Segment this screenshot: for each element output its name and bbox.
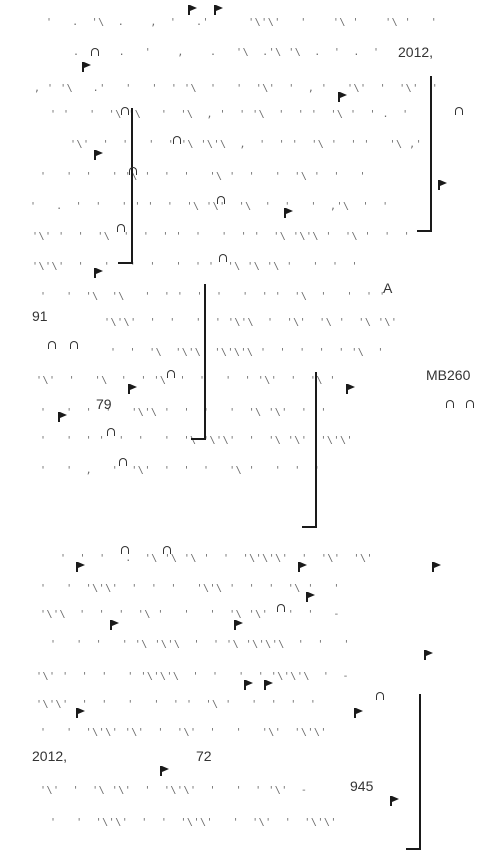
text-fragment-a: A <box>383 280 393 296</box>
flag-marker-icon <box>82 62 91 72</box>
noise-line: '\' ' ' '\ ' ' ' ' ' ' ' ' '\ '\'\ ' '\ … <box>32 231 411 242</box>
noise-line: ' . ' ' ' ' ' ' '\ '\' '\ ' ' ' ,'\ ' ' <box>30 201 389 212</box>
vertical-rule <box>131 108 133 264</box>
flag-marker-icon <box>160 766 169 776</box>
arch-glyph-icon <box>121 546 129 554</box>
noise-line: '\'\ ' ' ' '\ ' ' ' '\ '\' ' ' - <box>40 609 340 620</box>
noise-line: ' ' ' . '\ '\ '\ ' ' '\'\'\' ' '\' '\' <box>60 553 373 564</box>
flag-marker-icon <box>432 562 441 572</box>
flag-marker-icon <box>128 384 137 394</box>
noise-line: '\'\' ' ' ' ' ' ' '\ ' ' ' ' ' <box>36 699 317 710</box>
arch-glyph-icon <box>466 400 474 408</box>
noise-line: '\' ' ' ' ' '\ '\'\ , ' ' ' '\ ' ' ' '\ … <box>70 139 423 150</box>
noise-line: ' ' '\'\' ' ' '\'\' ' '\' ' '\'\' <box>50 817 337 828</box>
flag-marker-icon <box>94 150 103 160</box>
flag-marker-icon <box>188 5 197 15</box>
flag-marker-icon <box>264 680 273 690</box>
noise-line: ' ' ' ' '\ ' ' ' '\ ' ' ' '\ ' ' ' <box>40 171 367 182</box>
arch-glyph-icon <box>163 546 171 554</box>
arch-glyph-icon <box>121 107 129 115</box>
text-fragment-91: 91 <box>32 308 48 324</box>
arch-glyph-icon <box>48 341 56 349</box>
noise-line: . . ' , . '\ .'\ '\ . ' . ' <box>60 47 380 58</box>
arch-glyph-icon <box>277 604 285 612</box>
arch-glyph-icon <box>219 254 227 262</box>
flag-marker-icon <box>244 680 253 690</box>
flag-marker-icon <box>438 180 447 190</box>
flag-marker-icon <box>76 708 85 718</box>
noise-line: ' ' '\'\' '\' ' '\' ' ' '\' '\'\' <box>40 727 327 738</box>
vertical-rule <box>430 76 432 232</box>
flag-marker-icon <box>76 562 85 572</box>
text-fragment-945: 945 <box>350 778 374 794</box>
arch-glyph-icon <box>376 692 384 700</box>
flag-marker-icon <box>284 208 293 218</box>
flag-marker-icon <box>354 708 363 718</box>
arch-glyph-icon <box>107 428 115 436</box>
text-fragment-year-2: 2012, <box>32 748 68 764</box>
arch-glyph-icon <box>119 458 127 466</box>
arch-glyph-icon <box>173 136 181 144</box>
noise-line: '\'\' ' ' ' ' ' ' ' '\ '\ '\ ' ' ' ' <box>32 261 359 272</box>
arch-glyph-icon <box>455 107 463 115</box>
arch-glyph-icon <box>167 370 175 378</box>
noise-line: ' ' '\ '\ ' ' ' ' ' ' ' ' '\ ' ' ' ' <box>40 291 386 302</box>
flag-marker-icon <box>424 650 433 660</box>
flag-marker-icon <box>94 268 103 278</box>
noise-line: ' ' ' ' '\'\ ' ' ' ' '\ '\' ' ' <box>40 407 327 418</box>
flag-marker-icon <box>58 412 67 422</box>
vertical-rule-foot <box>406 848 421 850</box>
arch-glyph-icon <box>446 400 454 408</box>
vertical-rule <box>204 284 206 440</box>
vertical-rule <box>419 694 421 850</box>
arch-glyph-icon <box>217 196 225 204</box>
noise-line: ' ' ' ' ' ' ' '\ '\'\' ' '\ '\' '\'\' <box>40 435 353 446</box>
flag-marker-icon <box>110 620 119 630</box>
noise-line: '\' ' '\ ' ' '\ ' ' ' ' '\' ' '\ ' <box>36 375 336 386</box>
noise-line: ' ' '\ '\'\ '\'\'\ ' ' ' ' ' '\ ' <box>110 347 384 358</box>
flag-marker-icon <box>234 620 243 630</box>
noise-line: '\'\' ' ' ' ' '\'\ ' '\' '\ ' '\ '\' <box>104 317 398 328</box>
vertical-rule-foot <box>417 230 432 232</box>
noise-line: ' ' ' ' '\ '\'\ ' ' '\ '\'\'\ ' ' ' <box>50 639 350 650</box>
noise-line: ' . '\ . , ' .' '\'\' ' '\ ' '\ ' ' <box>46 17 438 28</box>
flag-marker-icon <box>346 384 355 394</box>
noise-line: '\' ' ' ' ' '\'\'\ ' ' ' ' '\'\'\ ' - <box>36 671 349 682</box>
text-fragment-72: 72 <box>196 748 212 764</box>
arch-glyph-icon <box>91 48 99 56</box>
text-fragment-mb260: MB260 <box>426 367 471 383</box>
vertical-rule <box>315 372 317 528</box>
arch-glyph-icon <box>129 167 137 175</box>
flag-marker-icon <box>214 5 223 15</box>
vertical-rule-foot <box>302 526 317 528</box>
arch-glyph-icon <box>70 341 78 349</box>
text-fragment-year-1: 2012, <box>398 44 434 60</box>
noise-line: '\' ' '\ '\' ' '\'\' ' ' ' '\' - <box>40 785 308 796</box>
text-fragment-79: 79 <box>96 396 112 412</box>
noise-line: , ' '\ .' ' ' ' '\ ' ' '\' ' , ' '\' ' '… <box>34 83 439 94</box>
noise-line: ' ' , ' '\' ' ' ' '\ ' ' ' ' <box>40 465 321 476</box>
noise-line: ' ' '\'\' ' ' ' '\'\ ' ' ' '\ ' ' <box>40 583 340 594</box>
flag-marker-icon <box>338 92 347 102</box>
vertical-rule-foot <box>118 262 133 264</box>
noise-line: ' ' ' '\ '\ ' '\ , ' ' '\ ' ' ' '\ ' ' .… <box>50 109 409 120</box>
vertical-rule-foot <box>191 438 206 440</box>
flag-marker-icon <box>306 592 315 602</box>
arch-glyph-icon <box>117 224 125 232</box>
flag-marker-icon <box>390 796 399 806</box>
flag-marker-icon <box>298 562 307 572</box>
